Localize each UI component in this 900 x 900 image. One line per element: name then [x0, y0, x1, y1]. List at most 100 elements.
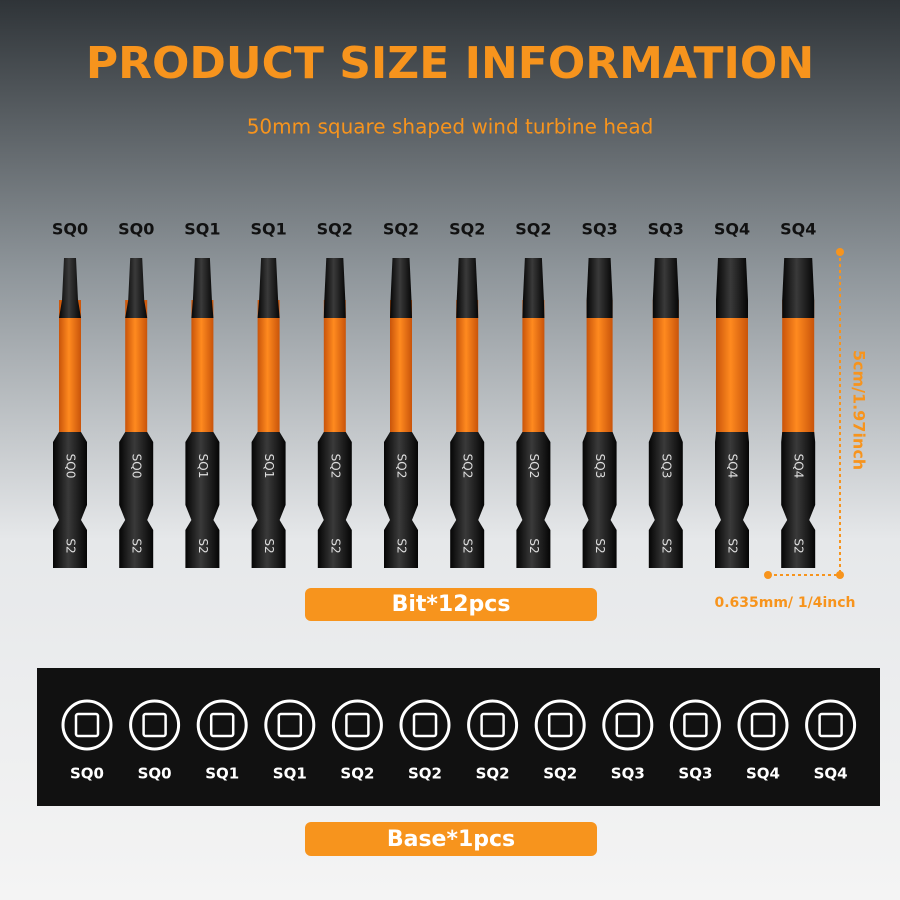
bit-tip: [323, 258, 346, 318]
bit-tip: [522, 258, 545, 318]
bit-engraving: SQ1: [262, 454, 276, 479]
bit-shaft: [652, 300, 679, 435]
bit-label: SQ0: [118, 220, 154, 239]
bit-engraving: SQ3: [593, 454, 607, 479]
slot-label: SQ3: [611, 765, 645, 783]
base-slot: SQ2: [534, 699, 586, 783]
base-slot: SQ2: [331, 699, 383, 783]
bit-label: SQ2: [317, 220, 353, 239]
bit-label: SQ2: [383, 220, 419, 239]
bit-tip: [125, 258, 148, 318]
base-slot: SQ4: [805, 699, 857, 783]
bit-label: SQ1: [250, 220, 286, 239]
bit-engraving: SQ2: [527, 454, 541, 479]
slot-label: SQ1: [273, 765, 307, 783]
slot-square: [74, 712, 100, 738]
bit-row: SQ0 SQ0 S2 SQ0 SQ0 S2 SQ1 SQ1 S2 SQ1 SQ1 S2 SQ2 SQ2 S2…: [52, 220, 816, 568]
bit-label: SQ4: [714, 220, 750, 239]
bit-steel: S2: [726, 538, 740, 553]
bit-shaft: [782, 300, 815, 435]
slot-label: SQ0: [138, 765, 172, 783]
slot-label: SQ2: [476, 765, 510, 783]
bit: SQ3 SQ3 S2: [581, 220, 618, 568]
slot-square: [412, 712, 438, 738]
bit-tip: [390, 258, 412, 318]
bit-hex: [251, 432, 286, 568]
dimension-dot: [836, 571, 844, 579]
base-slot: SQ2: [467, 699, 519, 783]
bit-hex: [450, 432, 485, 568]
bit-hex: [185, 432, 220, 568]
base-badge-text: Base*1pcs: [387, 827, 515, 852]
dimension-dot: [836, 248, 844, 256]
bit-engraving: SQ0: [130, 454, 144, 479]
slot-label: SQ2: [543, 765, 577, 783]
slot-label: SQ3: [678, 765, 712, 783]
bit-steel: S2: [659, 538, 673, 553]
slot-square: [345, 712, 370, 738]
bit: SQ2 SQ2 S2: [317, 220, 353, 568]
slot-label: SQ2: [408, 765, 442, 783]
bit-steel: S2: [792, 538, 806, 553]
slot-label: SQ4: [746, 765, 780, 783]
bit-tip: [586, 258, 613, 318]
bit-shaft: [456, 300, 479, 435]
bit-steel: S2: [593, 538, 607, 553]
slot-square: [750, 712, 776, 738]
bit-steel: S2: [527, 538, 541, 553]
bit-hex: [648, 432, 683, 568]
slot-label: SQ0: [70, 765, 104, 783]
base-slots: SQ0 SQ0 SQ1 SQ1 SQ2 SQ2 SQ2 SQ2 SQ3 SQ3 SQ4 SQ4: [61, 699, 857, 783]
bit-steel: S2: [64, 538, 78, 553]
bit-tip: [652, 258, 679, 318]
bit-shaft: [716, 300, 748, 435]
base-slot: SQ2: [399, 699, 451, 783]
bit-hex: [516, 432, 551, 568]
bit-tip: [456, 258, 479, 318]
length-label: 5cm/1.97inch: [850, 350, 869, 470]
title: PRODUCT SIZE INFORMATION: [86, 38, 814, 89]
bit-hex: [384, 432, 418, 568]
bit: SQ2 SQ2 S2: [449, 220, 485, 568]
base-slot: SQ3: [669, 699, 721, 783]
slot-square: [683, 712, 708, 738]
bit-shaft: [522, 300, 545, 435]
bit-tip: [716, 258, 748, 318]
bit-hex: [582, 432, 617, 568]
slot-square: [480, 712, 505, 738]
base-slot: SQ1: [196, 699, 248, 783]
slot-label: SQ2: [340, 765, 374, 783]
base-slot: SQ0: [61, 699, 113, 783]
bit-engraving: SQ4: [726, 454, 740, 479]
bits-badge: [305, 588, 597, 621]
bit-steel: S2: [196, 538, 210, 553]
bit: SQ1 SQ1 S2: [250, 220, 287, 568]
bit-shaft: [59, 300, 81, 435]
bit-steel: S2: [328, 538, 342, 553]
bit-hex: [781, 432, 816, 568]
bit-label: SQ4: [780, 220, 816, 239]
bit-engraving: SQ2: [461, 454, 475, 479]
bit-tip: [782, 258, 815, 318]
bit-engraving: SQ4: [792, 454, 806, 479]
bit-shaft: [390, 300, 412, 435]
base-slot: SQ3: [602, 699, 654, 783]
bit-tip: [257, 258, 280, 318]
width-label: 0.635mm/ 1/4inch: [714, 595, 855, 611]
bit-engraving: SQ2: [395, 454, 409, 479]
bit-hex: [715, 432, 749, 568]
bit-hex: [53, 432, 87, 568]
dimension-dot: [764, 571, 772, 579]
base-slot: SQ1: [264, 699, 316, 783]
bit-engraving: SQ1: [196, 454, 210, 479]
bit-shaft: [191, 300, 214, 435]
bit: SQ1 SQ1 S2: [184, 220, 221, 568]
bit-label: SQ3: [648, 220, 684, 239]
bit-hex: [317, 432, 352, 568]
slot-square: [142, 712, 167, 738]
base-slot: SQ0: [129, 699, 181, 783]
bit: SQ2 SQ2 S2: [515, 220, 552, 568]
bit-label: SQ2: [449, 220, 485, 239]
slot-square: [818, 712, 843, 738]
slot-square: [547, 712, 573, 738]
